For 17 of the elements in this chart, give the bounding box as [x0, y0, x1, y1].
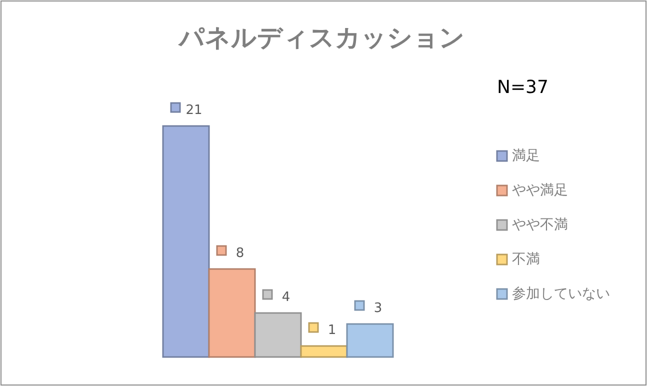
chart-title: パネルディスカッション — [177, 23, 465, 52]
bar — [208, 268, 256, 358]
bar — [162, 125, 210, 358]
legend-label: 参加していない — [512, 286, 610, 302]
data-label: 21 — [186, 103, 202, 118]
data-label: 3 — [374, 301, 382, 316]
legend-label: 不満 — [512, 252, 540, 268]
data-label: 4 — [282, 290, 290, 305]
legend-label: やや不満 — [512, 217, 568, 233]
bar — [346, 323, 394, 358]
legend-label: やや満足 — [512, 182, 568, 198]
bar — [300, 345, 348, 358]
legend-label: 満足 — [512, 148, 540, 164]
text: N=37 — [497, 77, 548, 98]
data-label: 1 — [328, 323, 336, 338]
data-label: 8 — [236, 246, 244, 261]
bar — [254, 312, 302, 358]
